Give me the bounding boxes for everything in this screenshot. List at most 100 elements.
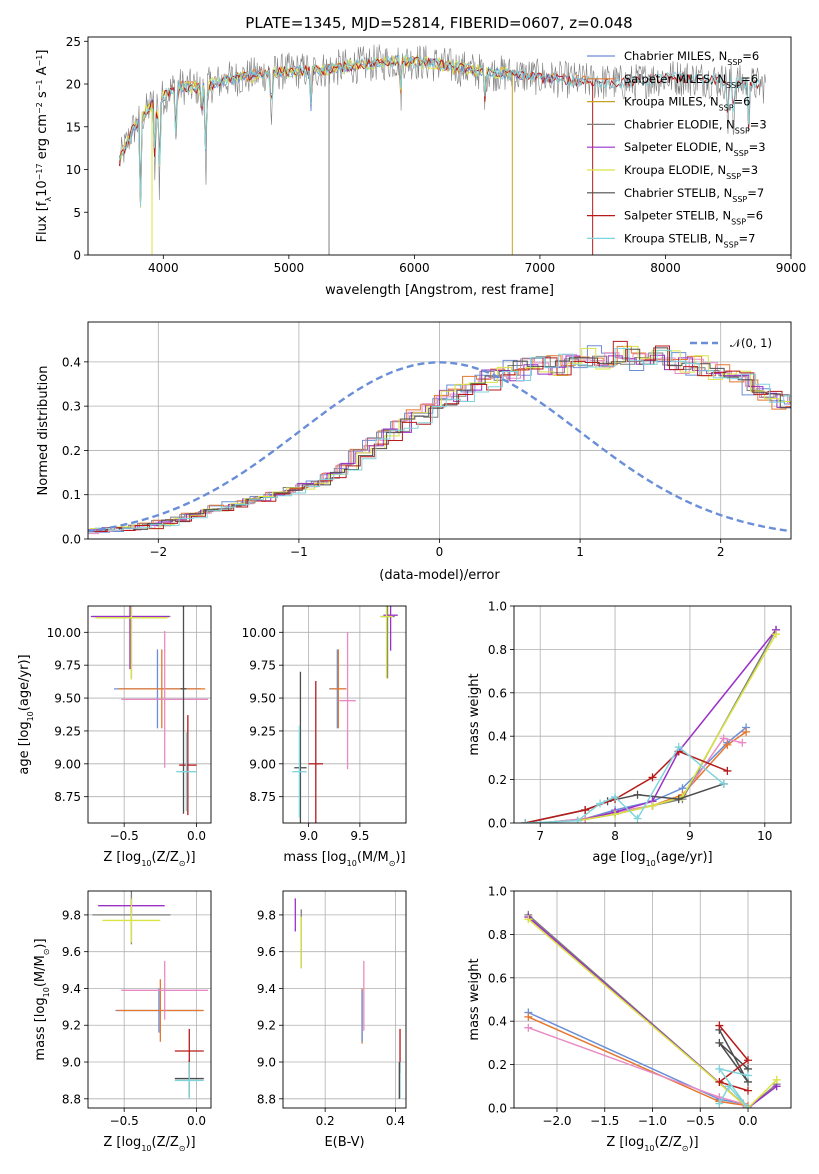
mass_vs_Z-xtick-label: −0.5 [110,1114,139,1128]
weight_vs_age-xtick-label: 7 [536,829,544,843]
mass_vs_Z-ytick-label: 9.4 [62,982,81,996]
spectrum-title: PLATE=1345, MJD=52814, FIBERID=0607, z=0… [245,14,632,32]
spectrum-legend-label: Kroupa ELODIE, NSSP=3 [624,163,758,181]
spectrum-xlabel: wavelength [Angstrom, rest frame] [325,283,554,298]
weight_vs_Z-xlabel: Z [log10(Z/Z⊙)] [606,1135,698,1153]
mass_vs_Z-ytick-label: 9.6 [62,945,81,959]
age_vs_Z-ytick-label: 8.75 [54,790,81,804]
spectrum-xtick-label: 9000 [776,261,807,275]
mass_vs_ebv-ytick-label: 9.2 [257,1019,276,1033]
weight-age-marker [719,779,728,788]
weight-age-marker [719,734,728,743]
mass_vs_ebv-plot-area [283,891,406,1108]
mass_vs_ebv-ytick-label: 8.8 [257,1092,276,1106]
spectrum-legend-label: Kroupa MILES, NSSP=6 [624,95,750,113]
age_vs_Z-frame [87,605,212,824]
residual-ylabel: Normed distribution [36,366,51,496]
weight-Z-marker [715,1021,724,1030]
age_vs_Z-xlabel: Z [log10(Z/Z⊙)] [103,850,195,868]
age_vs_mass-xtick-label: 9.5 [350,829,369,843]
weight-age-marker [742,727,751,736]
weight-age-marker [723,740,732,749]
spectrum-legend-label: Salpeter STELIB, NSSP=6 [624,209,763,227]
spectrum-legend-label: Chabrier MILES, NSSP=6 [624,49,759,67]
weight-Z-marker [524,915,533,924]
age_vs_mass-ytick-label: 8.75 [249,790,276,804]
weight_vs_Z-ytick-label: 0.6 [488,971,507,985]
weight_vs_Z-ytick-label: 1.0 [488,885,507,899]
mass_vs_ebv-ytick-label: 9.0 [257,1056,276,1070]
weight-age-marker [611,810,620,819]
spectrum-legend-label: Chabrier ELODIE, NSSP=3 [624,117,767,135]
weight-Z-line [527,916,778,1108]
weight-Z-marker [744,1086,753,1095]
age_vs_Z-xtick-label: 0.0 [187,829,206,843]
weight-Z-line [528,1026,744,1105]
weight-age-marker [581,805,590,814]
weight-Z-marker [715,1064,724,1073]
weight-age-marker [521,819,530,823]
weight-Z-marker [715,1077,724,1086]
spectrum-ylabel: Flux [fλ10−17 erg cm−2 s−1 A−1] [35,50,53,243]
weight-Z-marker [715,1038,724,1047]
spectrum-legend-label: Kroupa STELIB, NSSP=7 [624,231,755,249]
weight_vs_Z-ytick-label: 0.4 [488,1015,507,1029]
mass_vs_Z-ylabel: mass [log10(M/M⊙)] [33,938,51,1060]
weight-Z-marker [715,1099,724,1108]
weight_vs_age-plot-area [514,606,791,823]
mass_vs_Z-frame [87,890,212,1109]
age_vs_mass-xtick-label: 9.0 [299,829,318,843]
weight-Z-marker [524,1023,533,1032]
residuals-xtick-label: 0 [436,545,444,559]
spectrum-legend-label: Salpeter ELODIE, NSSP=3 [624,140,766,158]
weight_vs_Z-ytick-label: 0.0 [488,1102,507,1116]
weight_vs_age-xtick-label: 9 [686,829,694,843]
spectrum-xtick-label: 7000 [525,261,556,275]
weight-age-marker [573,816,582,823]
mass_vs_Z-ytick-label: 8.8 [62,1092,81,1106]
spectrum-ytick-label: 25 [66,35,81,49]
spectrum-ytick-label: 20 [66,78,81,92]
weight-Z-line [717,1067,749,1108]
residuals-axes: −2 −1 0 1 2 0.0 0.1 0.2 0.3 0.4 𝒩(0, 1) (data-model… [36,321,792,583]
mass_vs_Z-xtick-label: 0.0 [187,1114,206,1128]
weight_vs_age-frame [513,605,792,824]
residuals-ytick-label: 0.4 [62,355,81,369]
weight-Z-line [527,918,778,1108]
age_vs_mass-plot-area [283,606,406,823]
age_vs_Z-plot-area [88,606,211,823]
weight-Z-line [717,1025,750,1092]
weight-age-line [525,750,728,823]
weight-Z-line [527,1011,744,1105]
spectrum-legend-label: Salpeter MILES, NSSP=6 [624,72,758,90]
weight_vs_age-axes: 7 8 9 10 0.0 0.2 0.4 0.6 0.8 1.0 age [log10(age/yr… [467,600,792,868]
weight-age-marker [648,773,657,782]
residuals-ytick-label: 0.3 [62,400,81,414]
mass_vs_ebv-xlabel: E(B-V) [324,1135,364,1150]
age_vs_mass-ytick-label: 9.75 [249,659,276,673]
weight_vs_age-ytick-label: 0.0 [488,817,507,831]
age_vs_Z-ytick-label: 9.75 [54,659,81,673]
age_vs_Z-ytick-label: 9.25 [54,724,81,738]
weight-Z-marker [524,1012,533,1021]
weight-Z-line [527,914,778,1108]
weight_vs_Z-xtick-label: −1.0 [638,1114,667,1128]
spectrum-line-kroupa-stelib [118,54,760,207]
mass_vs_ebv-ytick-label: 9.6 [257,945,276,959]
weight_vs_age-xtick-label: 10 [757,829,772,843]
spectrum-plot-area [118,44,766,255]
weight-age-ylabel: mass weight [467,673,482,755]
residual-legend-label: 𝒩(0, 1) [730,336,772,350]
residuals-xtick-label: −1 [290,545,308,559]
age_vs_Z-xtick-label: −0.5 [110,829,139,843]
mass_vs_ebv-ytick-label: 9.8 [257,908,276,922]
normal-distribution-curve [88,361,791,533]
mass_vs_Z-ytick-label: 9.2 [62,1019,81,1033]
age_vs_Z-ytick-label: 10.00 [47,626,81,640]
weight_vs_Z-xtick-label: −1.5 [590,1114,619,1128]
residual-histogram-step [88,352,791,532]
mass_vs_Z-axes: −0.5 0.0 8.8 9.0 9.2 9.4 9.6 9.8 Z [log10(Z/Z⊙)]… [33,890,212,1153]
spectrum-ytick-label: 15 [66,120,81,134]
spectrum-line-chabrier-elodie [119,44,766,207]
weight_vs_Z-ytick-label: 0.8 [488,928,507,942]
